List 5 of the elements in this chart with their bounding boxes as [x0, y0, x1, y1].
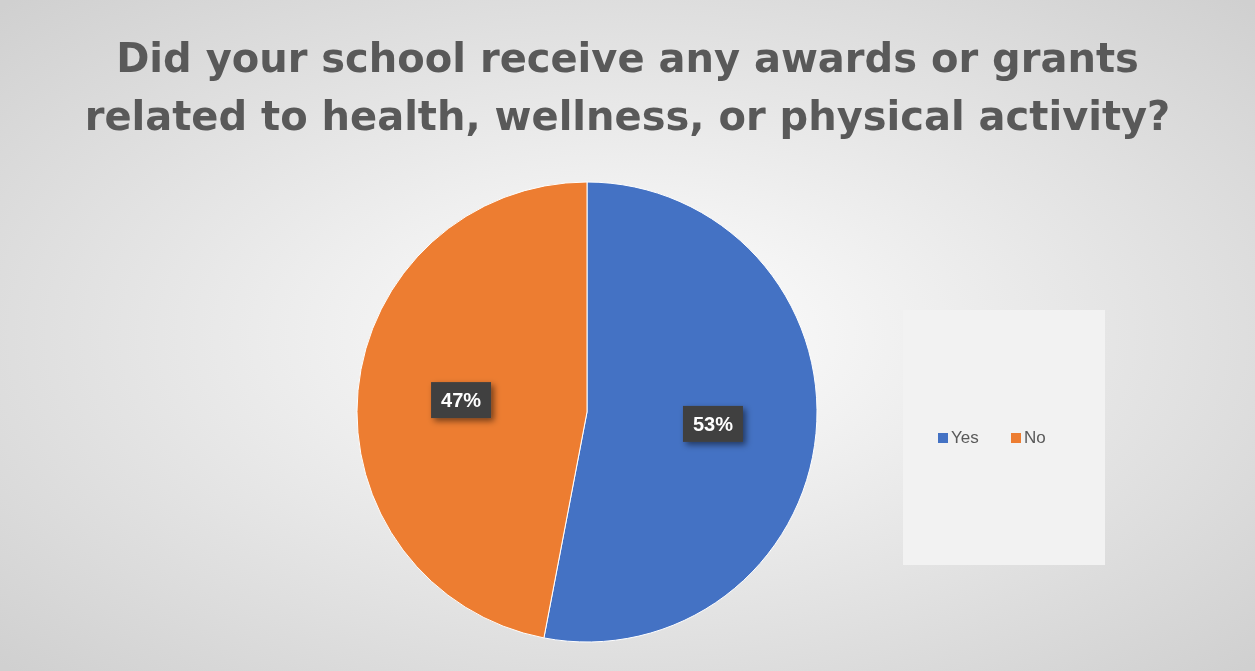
data-label: 47%	[441, 389, 482, 412]
chart-title: Did your school receive any awards or grants related to health, wellness, or physical activity?	[84, 35, 1171, 139]
data-label: 53%	[692, 412, 734, 435]
slice-label: Yes	[951, 428, 979, 447]
legend-label: No	[1024, 428, 1046, 447]
